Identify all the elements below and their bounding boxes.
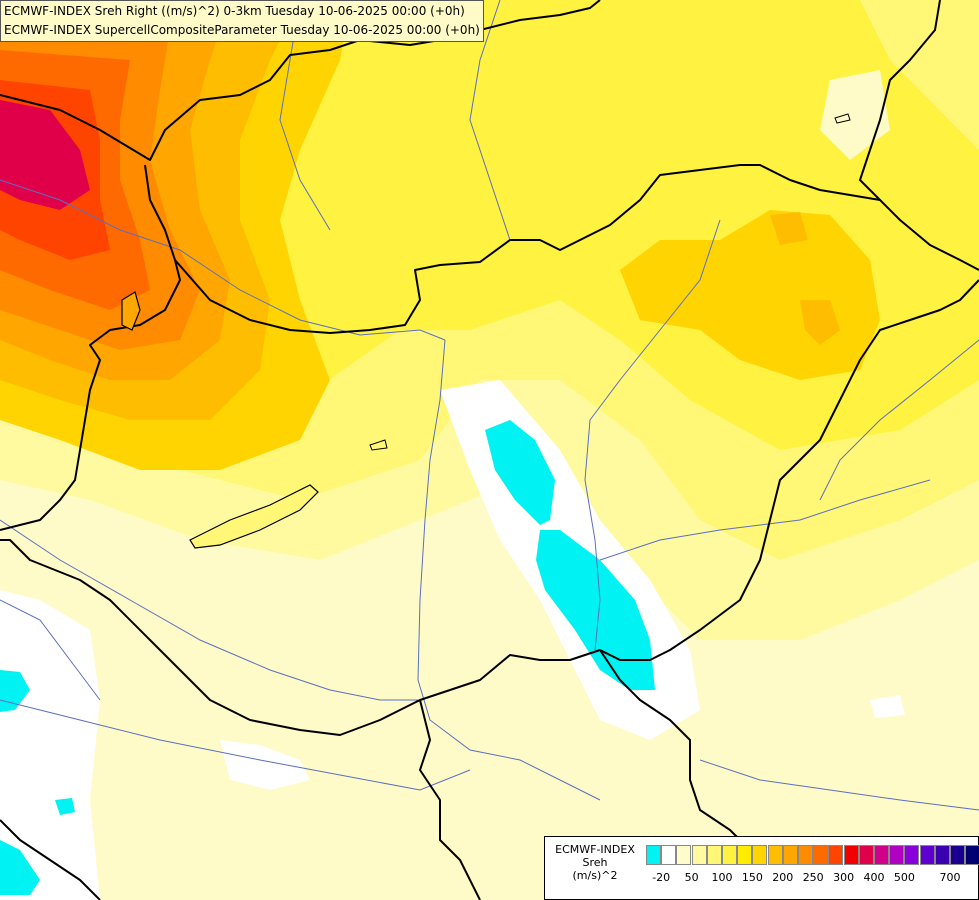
border-croatia-serbia bbox=[419, 699, 481, 900]
legend-swatch bbox=[965, 845, 979, 865]
border-serbia-romania bbox=[599, 649, 751, 851]
border-romania-hungary bbox=[599, 279, 979, 661]
legend-swatch bbox=[843, 845, 859, 865]
legend-tick-label: 300 bbox=[833, 871, 855, 884]
legend-swatch bbox=[767, 845, 783, 865]
title-line-2: ECMWF-INDEX SupercellCompositeParameter … bbox=[4, 23, 480, 37]
legend-tick-label: 100 bbox=[711, 871, 733, 884]
legend-source: ECMWF-INDEX bbox=[555, 843, 635, 856]
river-sava bbox=[0, 699, 471, 791]
lake-balaton bbox=[189, 484, 319, 549]
legend-tick-label: -20 bbox=[652, 871, 671, 884]
legend-unit: (m/s)^2 bbox=[572, 869, 618, 882]
legend-swatch bbox=[737, 845, 753, 865]
field-cyan-north bbox=[485, 420, 555, 525]
river-east bbox=[819, 339, 979, 501]
river-south-east bbox=[699, 759, 979, 811]
field-white-patch bbox=[220, 740, 310, 790]
border-slovakia-hungary bbox=[174, 164, 979, 334]
border-ukraine bbox=[859, 0, 941, 201]
legend-swatch bbox=[722, 845, 737, 865]
field-cyan-south bbox=[536, 530, 655, 690]
field-crimson-nw bbox=[0, 100, 90, 210]
legend-swatch bbox=[919, 845, 935, 865]
rivers bbox=[0, 0, 979, 811]
border-austria-hungary bbox=[0, 164, 181, 531]
legend-swatch bbox=[904, 845, 920, 865]
legend-swatch bbox=[874, 845, 889, 865]
border-north bbox=[0, 0, 601, 161]
river-mures bbox=[599, 479, 931, 561]
legend-swatch bbox=[782, 845, 798, 865]
river-drava bbox=[0, 519, 418, 701]
legend-tick-label: 200 bbox=[772, 871, 794, 884]
legend-swatch bbox=[676, 845, 692, 865]
legend-tick-label: 500 bbox=[893, 871, 915, 884]
legend-tick-label: 50 bbox=[684, 871, 699, 884]
field-white-ne bbox=[820, 70, 890, 160]
field-orange-ne2 bbox=[770, 212, 808, 245]
map-title: ECMWF-INDEX Sreh Right ((m/s)^2) 0-3km T… bbox=[0, 0, 484, 42]
title-line-1: ECMWF-INDEX Sreh Right ((m/s)^2) 0-3km T… bbox=[4, 4, 465, 18]
field-white-east bbox=[870, 695, 905, 718]
legend-tick-label: 150 bbox=[741, 871, 763, 884]
legend-swatch bbox=[813, 845, 829, 865]
legend-swatch bbox=[828, 845, 844, 865]
legend-tick-label: 700 bbox=[939, 871, 961, 884]
river-danube-upper bbox=[0, 179, 446, 341]
legend-swatch bbox=[889, 845, 905, 865]
legend-variable: Sreh bbox=[582, 856, 608, 869]
river-danube-middle bbox=[417, 339, 601, 801]
lake-small bbox=[369, 439, 388, 451]
border-bosnia bbox=[0, 819, 101, 900]
river-tisza bbox=[584, 219, 721, 651]
legend-swatch bbox=[691, 845, 707, 865]
legend-swatch bbox=[934, 845, 950, 865]
legend: ECMWF-INDEX Sreh (m/s)^2 -20 50 100 150 200 2… bbox=[544, 836, 979, 900]
lake-ne bbox=[834, 113, 851, 124]
field-cyan-sw1 bbox=[55, 798, 75, 815]
river-north2 bbox=[469, 0, 511, 241]
legend-swatch bbox=[950, 845, 965, 865]
legend-swatch bbox=[646, 845, 661, 865]
legend-swatch bbox=[706, 845, 722, 865]
lake-neusiedl bbox=[121, 291, 141, 331]
legend-swatch bbox=[752, 845, 768, 865]
legend-swatch bbox=[798, 845, 813, 865]
legend-tick-label: 400 bbox=[863, 871, 885, 884]
border-serbia-hungary bbox=[0, 539, 601, 736]
legend-label: ECMWF-INDEX Sreh (m/s)^2 bbox=[547, 843, 643, 882]
legend-swatch bbox=[858, 845, 874, 865]
legend-swatch bbox=[661, 845, 677, 865]
field-orange-ne bbox=[800, 300, 840, 345]
field-white-sw bbox=[0, 590, 100, 900]
legend-tick-label: 250 bbox=[802, 871, 824, 884]
field-cyan-sw2 bbox=[0, 840, 40, 895]
river-west bbox=[0, 599, 101, 701]
